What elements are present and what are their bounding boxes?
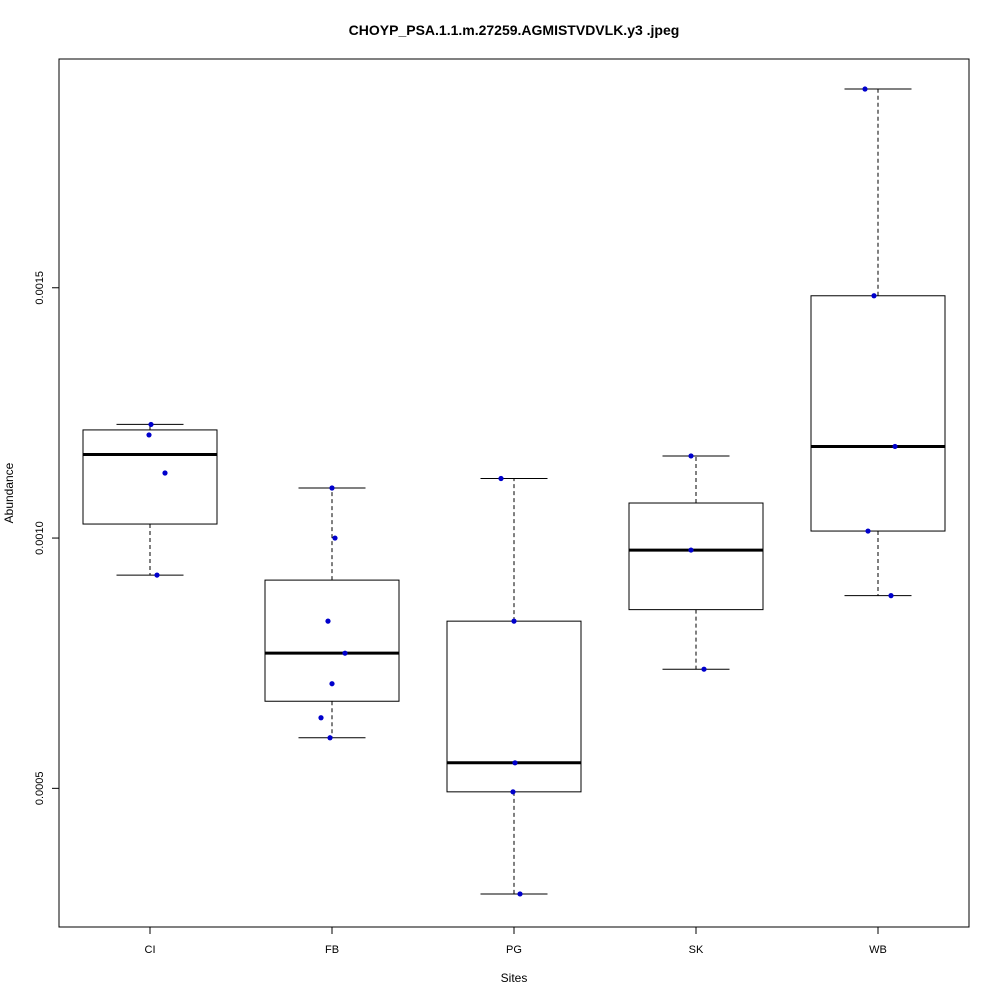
data-point [327, 735, 333, 741]
data-point [688, 453, 694, 459]
y-axis: 0.0005 0.0010 0.0015 [34, 271, 60, 806]
data-point [148, 421, 154, 428]
boxes-layer [82, 88, 946, 895]
data-point [498, 475, 504, 482]
x-tick-label: CI [145, 944, 156, 956]
data-point [865, 528, 871, 534]
data-point [329, 485, 335, 491]
box-sk [628, 455, 764, 670]
x-axis-label: Sites [501, 971, 528, 985]
box-rect [264, 579, 400, 702]
x-tick-label: WB [869, 944, 887, 956]
x-axis: CI FB PG SK WB [145, 926, 887, 956]
x-tick-label: FB [325, 944, 339, 956]
x-tick-label: SK [689, 944, 704, 956]
data-point [325, 618, 331, 624]
data-point [510, 789, 516, 795]
data-point [329, 681, 335, 687]
box-wb [810, 88, 946, 597]
data-point [154, 572, 160, 578]
data-point [701, 666, 707, 672]
data-point [318, 715, 324, 721]
box-rect [82, 429, 218, 525]
data-point [871, 293, 877, 299]
box-rect [810, 295, 946, 532]
y-axis-label: Abundance [2, 462, 16, 523]
data-point [517, 891, 523, 897]
data-point [862, 86, 868, 92]
points-layer [146, 86, 898, 897]
box-rect [628, 502, 764, 611]
y-tick-label: 0.0015 [34, 271, 46, 305]
data-point [162, 470, 168, 476]
box-fb [264, 487, 400, 739]
data-point [688, 547, 694, 553]
box-ci [82, 423, 218, 576]
box-rect [446, 620, 582, 793]
data-point [512, 760, 518, 766]
data-point [146, 432, 152, 438]
y-tick-label: 0.0005 [34, 772, 46, 806]
x-tick-label: PG [506, 944, 522, 956]
y-tick-label: 0.0010 [34, 521, 46, 555]
data-point [888, 593, 894, 599]
box-pg [446, 477, 582, 895]
chart-title: CHOYP_PSA.1.1.m.27259.AGMISTVDVLK.y3 .jp… [349, 22, 680, 38]
data-point [892, 443, 898, 450]
data-point [342, 650, 348, 656]
data-point [511, 618, 517, 624]
data-point [332, 535, 338, 541]
